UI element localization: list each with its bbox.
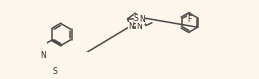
Text: S: S xyxy=(52,67,57,76)
Text: N: N xyxy=(128,22,134,31)
Text: S: S xyxy=(134,14,139,23)
Text: N: N xyxy=(139,15,145,24)
Text: N: N xyxy=(136,22,142,31)
Text: N: N xyxy=(40,51,46,60)
Text: F: F xyxy=(187,15,192,24)
